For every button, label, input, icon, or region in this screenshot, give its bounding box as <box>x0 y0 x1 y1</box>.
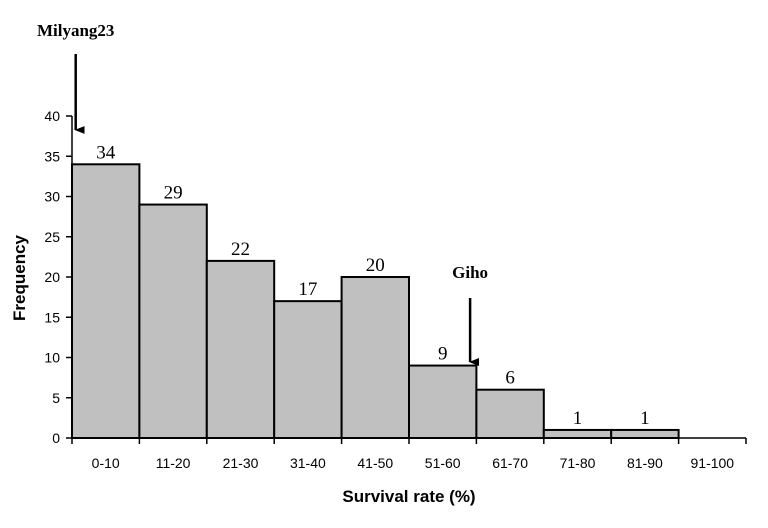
data-label-71-80: 1 <box>573 408 583 429</box>
bar-21-30 <box>205 259 276 439</box>
data-label-81-90: 1 <box>640 408 650 429</box>
bar-71-80 <box>542 428 613 440</box>
axes <box>66 115 747 444</box>
labels: 0 5 10 15 20 25 30 35 40 0-10 11-20 21-30 31-40 41-50… <box>44 108 734 471</box>
bar-51-60 <box>408 364 478 439</box>
x-tick-label-41-50: 41-50 <box>357 455 393 471</box>
data-label-51-60: 9 <box>438 344 448 365</box>
annotation-label-milyang23: Milyang23 <box>37 21 114 40</box>
y-tick-label-40: 40 <box>44 108 60 124</box>
x-axis-title: Survival rate (%) <box>342 487 475 506</box>
data-label-41-50: 20 <box>366 255 385 276</box>
y-tick-label-30: 30 <box>44 189 60 205</box>
y-tick-label-0: 0 <box>52 430 60 446</box>
y-axis-title: Frequency <box>10 234 29 321</box>
x-tick-label-51-60: 51-60 <box>425 455 461 471</box>
data-label-61-70: 6 <box>505 368 515 389</box>
x-tick-label-91-100: 91-100 <box>691 455 735 471</box>
bar-41-50 <box>340 276 411 439</box>
annotations: Milyang23 Giho <box>37 21 488 366</box>
x-tick-label-71-80: 71-80 <box>560 455 596 471</box>
data-label-11-20: 29 <box>164 183 183 204</box>
x-tick-label-81-90: 81-90 <box>627 455 663 471</box>
bar-31-40 <box>273 300 343 439</box>
x-tick-label-61-70: 61-70 <box>492 455 528 471</box>
bars <box>71 163 680 440</box>
data-label-0-10: 34 <box>96 142 116 163</box>
y-tick-label-35: 35 <box>44 148 60 164</box>
y-tick-label-10: 10 <box>44 350 60 366</box>
y-tick-label-5: 5 <box>52 390 60 406</box>
bar-0-10 <box>71 163 141 440</box>
bar-81-90 <box>610 428 680 440</box>
annotation-label-giho: Giho <box>452 263 488 282</box>
data-label-31-40: 17 <box>298 279 317 300</box>
data-label-21-30: 22 <box>231 239 250 260</box>
bar-61-70 <box>475 388 545 440</box>
bar-11-20 <box>138 203 208 439</box>
x-tick-label-21-30: 21-30 <box>223 455 259 471</box>
x-tick-label-31-40: 31-40 <box>290 455 326 471</box>
x-tick-label-0-10: 0-10 <box>92 455 120 471</box>
y-tick-label-25: 25 <box>44 229 60 245</box>
y-tick-label-15: 15 <box>44 309 60 325</box>
x-tick-label-11-20: 11-20 <box>156 455 191 471</box>
y-tick-label-20: 20 <box>44 269 60 285</box>
